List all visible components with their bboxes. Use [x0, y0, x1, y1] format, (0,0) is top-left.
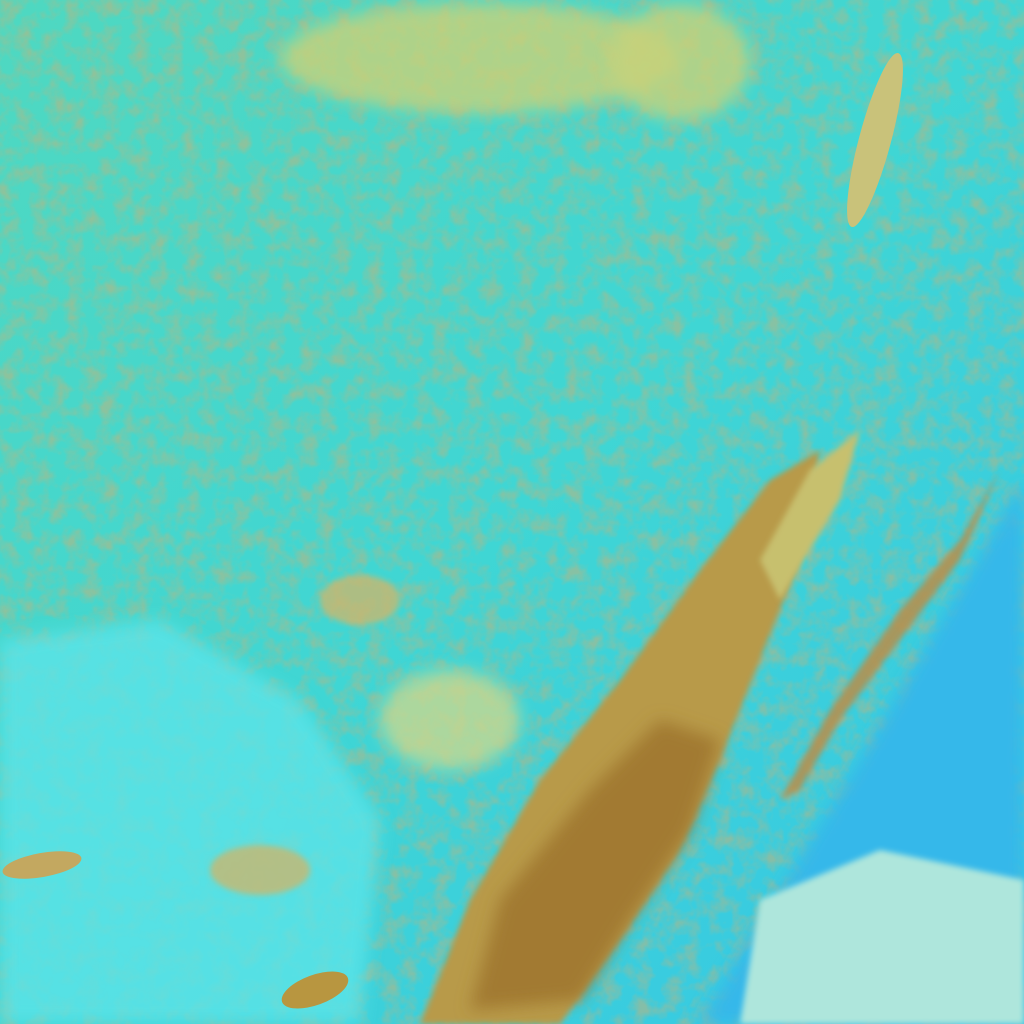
- land-patch: [380, 670, 520, 770]
- island: [2, 851, 82, 879]
- land-patch: [280, 3, 680, 113]
- coastal-strip: [780, 470, 1000, 800]
- land-patch: [210, 845, 310, 895]
- island: [281, 971, 349, 1009]
- land-patch: [610, 4, 750, 120]
- peninsula-core: [470, 720, 720, 1010]
- pale-water-region: [740, 850, 1024, 1024]
- cloud-texture: [0, 0, 1024, 720]
- land-strip: [847, 52, 903, 228]
- peninsula-ridge: [760, 430, 860, 600]
- land-patch: [320, 575, 400, 625]
- bright-cloud-region: [0, 620, 380, 1024]
